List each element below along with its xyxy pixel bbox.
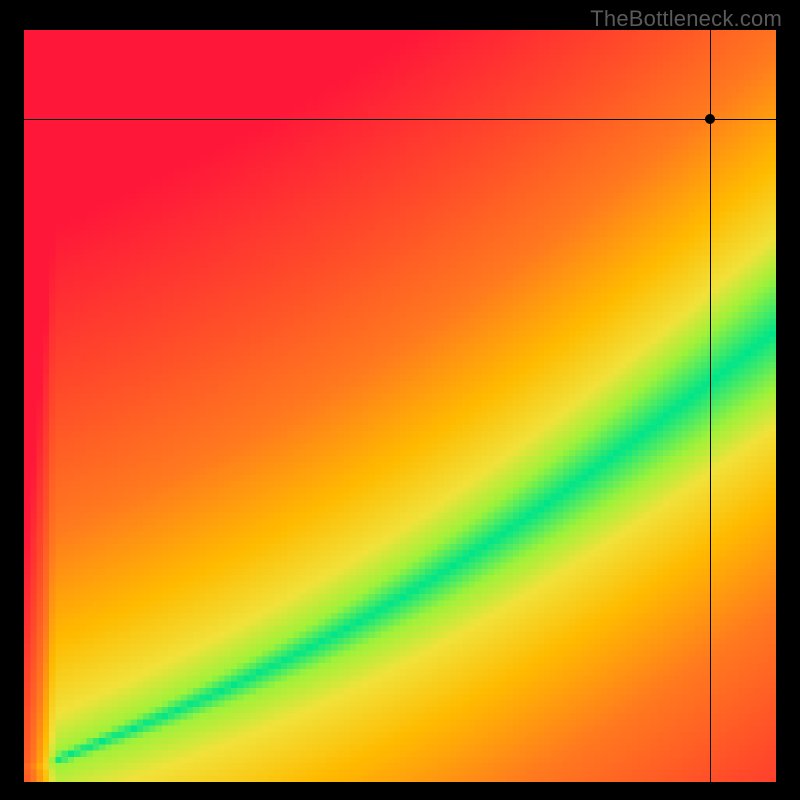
crosshair-vertical	[710, 30, 711, 782]
chart-container: TheBottleneck.com	[0, 0, 800, 800]
marker-dot	[705, 114, 715, 124]
watermark-text: TheBottleneck.com	[590, 6, 782, 32]
heatmap-canvas	[24, 30, 776, 782]
plot-area	[24, 30, 776, 782]
bottleneck-heatmap	[24, 30, 776, 782]
crosshair-horizontal	[24, 119, 776, 120]
